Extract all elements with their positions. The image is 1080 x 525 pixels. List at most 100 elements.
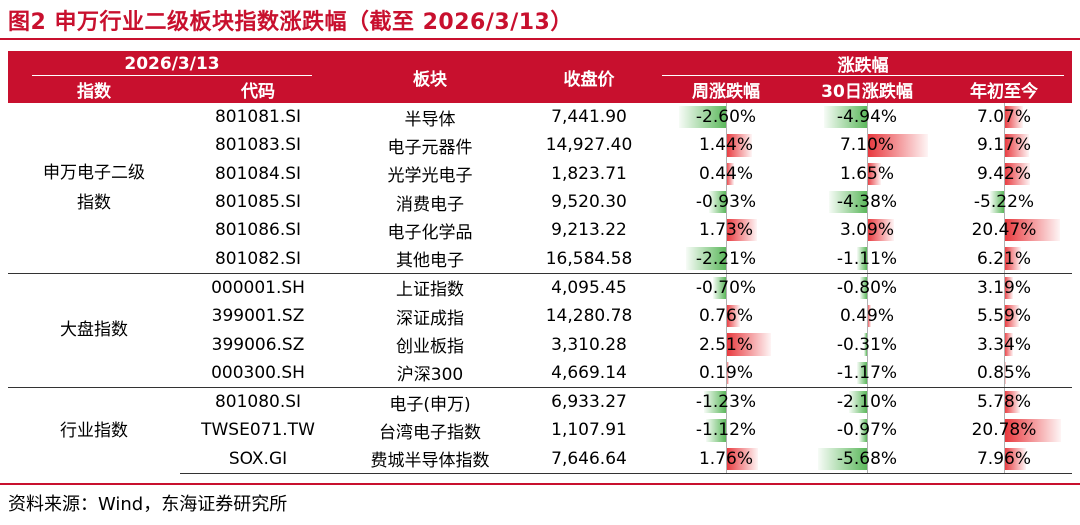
data-bar-ytd	[1004, 390, 1020, 414]
cell-code: 801082.SI	[214, 248, 302, 269]
value-ytd: 0.85%	[976, 362, 1031, 383]
header-index: 指数	[8, 76, 180, 103]
cell-code: 801080.SI	[180, 386, 336, 417]
cell-close: 16,584.58	[545, 248, 633, 269]
cell-code: 000001.SH	[180, 272, 336, 303]
cell-name: 光学光电子	[387, 166, 473, 187]
data-bar-d30	[867, 162, 882, 185]
data-bar-ytd	[1004, 361, 1007, 384]
bar-axis	[1004, 416, 1005, 445]
data-bar-d30	[824, 106, 867, 129]
cell-code: SOX.GI	[180, 444, 336, 474]
table-row: 行业指数 801080.SI 电子(申万) 6,933.27 -1.23% -2.10% 5…	[8, 386, 1072, 474]
bar-axis	[867, 273, 868, 303]
cell-week: 1.73%	[654, 216, 798, 245]
data-bar-ytd	[1004, 333, 1014, 356]
bar-axis	[867, 187, 868, 217]
bar-axis	[726, 302, 727, 331]
value-ytd: 20.47%	[971, 220, 1037, 241]
footer-divider	[0, 483, 1080, 485]
value-d30: -4.38%	[836, 192, 898, 213]
header-sector: 板块	[336, 51, 524, 103]
cell-close: 1,107.91	[551, 420, 627, 441]
value-week: -0.70%	[695, 277, 757, 298]
table-row: 399006.SZ 创业板指 3,310.28 2.51% -0.31% 3.34%	[8, 330, 1072, 359]
data-bar-week	[726, 305, 740, 328]
table-row: 399001.SZ 深证成指 14,280.78 0.76% 0.49% 5.59%	[8, 302, 1072, 331]
header-date-text: 2026/3/13	[124, 53, 220, 74]
value-d30: 3.09%	[839, 220, 894, 241]
cell-week: 0.76%	[654, 302, 798, 331]
cell-close: 7,441.90	[551, 107, 627, 128]
cell-d30: -0.97%	[798, 416, 936, 445]
value-d30: -5.68%	[836, 448, 898, 469]
value-ytd: 7.07%	[976, 107, 1031, 128]
data-bar-week	[726, 134, 752, 157]
value-week: 0.19%	[698, 362, 753, 383]
value-ytd: 6.21%	[976, 248, 1031, 269]
cell-ytd: 5.78%	[936, 386, 1072, 417]
bar-axis	[1004, 131, 1005, 160]
table-row: 申万电子二级 指数 801081.SI 半导体 7,441.90 -2.60% -4.94…	[8, 103, 1072, 213]
cell-name: 电子(申万)	[336, 386, 524, 417]
bar-axis	[1004, 330, 1005, 359]
cell-code: TWSE071.TW	[201, 420, 315, 441]
index-group-label: 行业指数	[8, 386, 180, 474]
data-bar-week	[679, 106, 726, 129]
cell-week: 0.44%	[654, 159, 798, 188]
data-bar-ytd	[1004, 276, 1013, 300]
data-bar-week	[726, 333, 772, 356]
header-ytd: 年初至今	[936, 76, 1072, 103]
bar-axis	[867, 330, 868, 359]
table-row: TWSE071.TW 台湾电子指数 1,107.91 -1.12% -0.97% 20.7…	[8, 416, 1072, 445]
data-bar-week	[726, 361, 730, 384]
table-row: SOX.GI 费城半导体指数 7,646.64 1.76% -5.68% 7.96%	[8, 444, 1072, 474]
bar-axis	[726, 330, 727, 359]
cell-close: 6,933.27	[524, 386, 654, 417]
cell-d30: -2.10%	[798, 386, 936, 417]
cell-code: 801086.SI	[214, 220, 302, 241]
cell-ytd: 20.78%	[936, 416, 1072, 445]
data-bar-ytd	[989, 190, 1004, 214]
data-bar-d30	[867, 219, 894, 242]
cell-d30: 1.65%	[798, 159, 936, 188]
value-d30: -0.31%	[836, 334, 898, 355]
value-ytd: 5.59%	[976, 306, 1031, 327]
cell-name: 半导体	[404, 109, 456, 130]
cell-d30: -0.80%	[798, 272, 936, 303]
cell-name: 深证成指	[396, 308, 464, 329]
data-bar-d30	[858, 419, 867, 442]
cell-d30: 0.49%	[798, 302, 936, 331]
value-week: 1.44%	[698, 135, 753, 156]
source-note: 资料来源：Wind，东海证券研究所	[8, 494, 288, 515]
cell-name: 电子化学品	[387, 222, 473, 243]
cell-code: 000300.SH	[211, 362, 305, 383]
header-30d: 30日涨跌幅	[798, 76, 936, 103]
cell-d30: -1.11%	[798, 244, 936, 273]
data-bar-week	[709, 190, 726, 214]
cell-week: 0.19%	[654, 358, 798, 388]
cell-ytd: 9.17%	[936, 131, 1072, 160]
value-ytd: 9.42%	[976, 163, 1031, 184]
bar-axis	[726, 244, 727, 273]
value-d30: -0.97%	[836, 420, 898, 441]
table-row: 801086.SI 电子化学品 9,213.22 1.73% 3.09% 20.47%	[8, 216, 1072, 245]
cell-week: -1.12%	[654, 416, 798, 445]
data-bar-ytd	[1004, 219, 1060, 242]
index-group-label: 申万电子二级 指数	[43, 162, 145, 213]
value-ytd: 20.78%	[971, 420, 1037, 441]
value-ytd: 9.17%	[976, 135, 1031, 156]
bar-axis	[867, 302, 868, 331]
value-week: -1.12%	[695, 420, 757, 441]
table-row: 801083.SI 电子元器件 14,927.40 1.44% 7.10% 9.17%	[8, 131, 1072, 160]
value-d30: 7.10%	[839, 135, 894, 156]
table-row: 大盘指数 000001.SH 上证指数 4,095.45 -0.70% -0.80% 3.1…	[8, 272, 1072, 388]
value-d30: 0.49%	[839, 306, 894, 327]
data-bar-ytd	[1004, 305, 1020, 328]
bar-axis	[867, 131, 868, 160]
cell-close: 4,095.45	[524, 272, 654, 303]
cell-name: 费城半导体指数	[336, 444, 524, 474]
bar-axis	[867, 159, 868, 188]
cell-d30: -5.68%	[798, 444, 936, 474]
cell-code: 399001.SZ	[211, 306, 305, 327]
